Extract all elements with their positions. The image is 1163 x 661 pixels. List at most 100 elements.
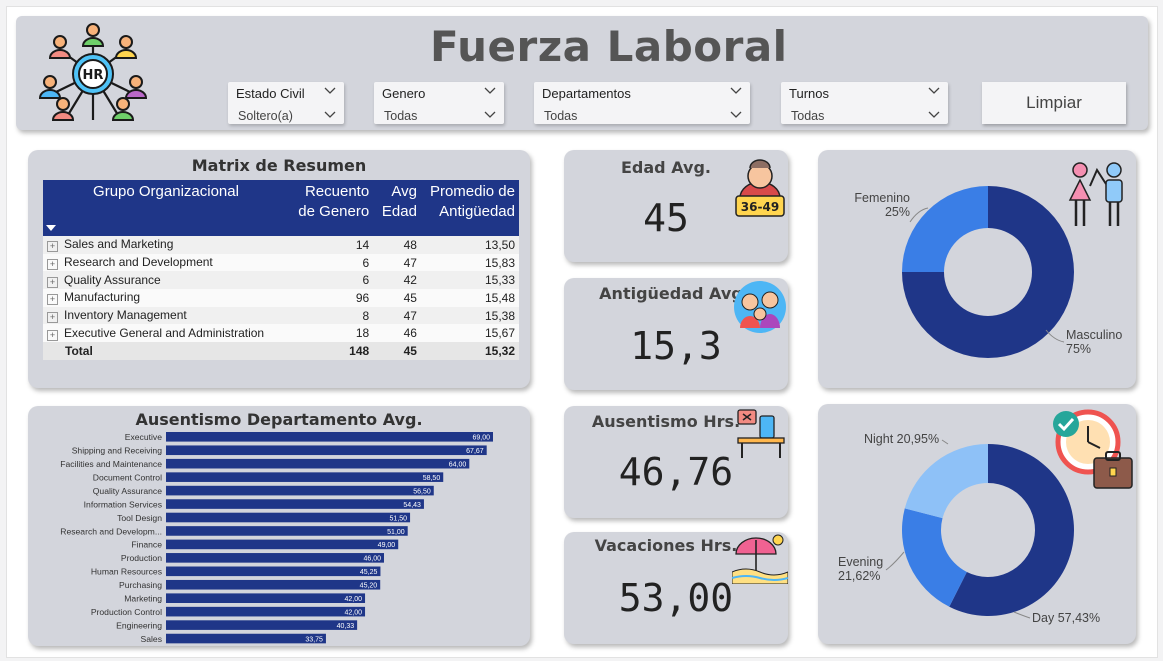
legend-value: 20,95% (896, 432, 940, 446)
expand-icon[interactable]: + (47, 294, 58, 306)
category-label: Executive (125, 432, 162, 442)
group-cell: Inventory Management (64, 308, 187, 323)
bar (166, 539, 399, 550)
column-header[interactable]: Avg Edad (373, 180, 421, 236)
bar (166, 458, 470, 469)
donut-slice-femenino (902, 186, 988, 272)
expand-icon[interactable]: + (47, 276, 58, 288)
slicer-genero[interactable]: Genero Todas (374, 82, 504, 124)
gender-couple-icon (1068, 162, 1123, 226)
column-header[interactable]: Grupo Organizacional (43, 180, 289, 236)
table-row[interactable]: + Executive General and Administration 18… (43, 324, 519, 343)
category-label: Engineering (116, 620, 162, 630)
legend-name: Day (1032, 611, 1055, 625)
chevron-down-icon[interactable] (730, 111, 742, 119)
data-label: 40,33 (337, 623, 355, 630)
data-label: 42,00 (345, 609, 363, 616)
bar (166, 620, 358, 630)
table-row[interactable]: + Sales and Marketing 14 48 13,50 (43, 236, 519, 254)
chevron-down-icon[interactable] (484, 111, 496, 119)
legend-value: 75% (1066, 342, 1092, 356)
category-label: Shipping and Receiving (72, 446, 163, 456)
category-label: Document Control (93, 472, 162, 482)
leader-line (1013, 611, 1031, 619)
chevron-down-icon[interactable] (730, 87, 742, 95)
slicer-label: Departamentos (542, 86, 631, 101)
kpi-value: 45 (643, 196, 689, 240)
kpi-value: 46,76 (618, 450, 734, 494)
chevron-down-icon[interactable] (484, 87, 496, 95)
slicer-departamentos[interactable]: Departamentos Todas (534, 82, 750, 124)
category-label: Research and Developm... (60, 526, 162, 536)
donut-label-day: Day 57,43% (1032, 611, 1100, 625)
expand-icon[interactable]: + (47, 259, 58, 271)
data-label: 67,67 (466, 448, 484, 455)
absenteeism-bar-chart: Executive 69,00 Shipping and Receiving 67,6… (60, 432, 493, 644)
family-icon (734, 281, 786, 333)
leader-line (885, 551, 905, 571)
donut-slice-day (949, 444, 1074, 616)
legend-name: Night (864, 432, 894, 446)
tenure-cell: 15,67 (420, 324, 519, 343)
data-label: 45,25 (360, 569, 378, 576)
category-label: Production (121, 553, 162, 563)
chart-title: Ausentismo Departamento Avg. (135, 410, 423, 429)
clear-filters-button[interactable]: Limpiar (982, 82, 1126, 124)
category-label: Finance (131, 540, 162, 550)
chevron-down-icon[interactable] (928, 87, 940, 95)
table-row[interactable]: + Inventory Management 8 47 15,38 (43, 306, 519, 325)
data-label: 56,50 (413, 488, 431, 495)
matrix-title: Matrix de Resumen (191, 156, 367, 175)
column-header[interactable]: Promedio de Antigüedad (420, 180, 519, 236)
bar (166, 553, 384, 563)
table-row[interactable]: + Manufacturing 96 45 15,48 (43, 289, 519, 307)
count-cell: 6 (289, 271, 374, 290)
bar (166, 485, 434, 496)
group-cell: Research and Development (64, 255, 213, 270)
data-label: 58,50 (423, 475, 441, 482)
column-header-label: Grupo Organizacional (93, 183, 239, 200)
expand-icon[interactable]: + (47, 329, 58, 341)
bar (166, 606, 366, 617)
sort-arrow-icon[interactable] (46, 225, 56, 231)
tenure-cell: 13,50 (420, 236, 519, 254)
kpi-title: Ausentismo Hrs. (591, 412, 741, 431)
slicer-estado-civil[interactable]: Estado Civil Soltero(a) (228, 82, 344, 124)
chevron-down-icon[interactable] (928, 111, 940, 119)
age-cell: 46 (373, 324, 421, 343)
legend-value: 57,43% (1057, 611, 1101, 625)
data-label: 64,00 (449, 462, 467, 469)
group-cell: Executive General and Administration (64, 325, 265, 340)
tenure-cell: 15,32 (420, 342, 519, 360)
slicer-value: Soltero(a) (238, 109, 293, 123)
expand-icon[interactable]: + (47, 312, 58, 324)
table-row[interactable]: + Research and Development 6 47 15,83 (43, 253, 519, 272)
donut-label-femenino: Femenino 25% (852, 191, 910, 219)
kpi-value: 15,3 (630, 324, 722, 368)
data-label: 51,50 (390, 515, 408, 522)
table-row[interactable]: + Quality Assurance 6 42 15,33 (43, 271, 519, 290)
donut-label-night: Night 20,95% (864, 432, 939, 446)
legend-name: Femenino (854, 191, 910, 205)
donut-slice-evening (902, 508, 967, 607)
slicer-turnos[interactable]: Turnos Todas (781, 82, 948, 124)
age-cell: 42 (373, 271, 421, 290)
total-row: Total 148 45 15,32 (43, 342, 519, 360)
empty-desk-icon (737, 409, 785, 458)
chevron-down-icon[interactable] (324, 87, 336, 95)
age-cell: 47 (373, 253, 421, 272)
group-cell: Manufacturing (64, 290, 141, 305)
age-cell: 48 (373, 236, 421, 254)
bar (166, 593, 366, 603)
clock-briefcase-icon (1053, 409, 1133, 489)
count-cell: 6 (289, 253, 374, 272)
column-header[interactable]: Recuento de Genero (289, 180, 374, 236)
bar (166, 512, 411, 523)
count-cell: 8 (289, 306, 374, 325)
bar (166, 566, 381, 577)
expand-icon[interactable]: + (47, 241, 58, 253)
chevron-down-icon[interactable] (324, 111, 336, 119)
legend-name: Evening (838, 555, 884, 569)
data-label: 51,00 (387, 529, 405, 536)
kpi-value: 53,00 (618, 576, 734, 620)
